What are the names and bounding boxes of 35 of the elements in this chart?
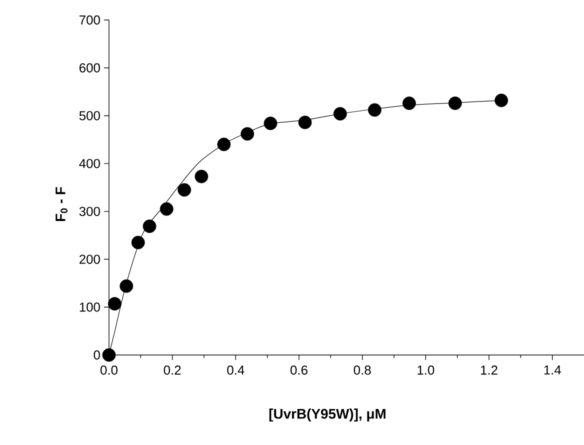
- point: [402, 96, 416, 110]
- x-axis-title: [UvrB(Y95W)], μM: [269, 408, 386, 422]
- point: [120, 279, 134, 293]
- point: [160, 202, 174, 216]
- x-tick-label: 0.0: [100, 366, 118, 375]
- x-tick-label: 0.4: [227, 366, 244, 375]
- y-tick-label: 200: [80, 254, 100, 264]
- y-tick-label: 400: [79, 158, 100, 168]
- point: [142, 220, 156, 233]
- x-tick-label: 1.4: [544, 366, 561, 374]
- point: [178, 183, 192, 197]
- y-tick-label: 0: [94, 350, 100, 360]
- y-tick-label: 700: [80, 15, 100, 25]
- point: [368, 103, 382, 117]
- point: [333, 107, 347, 120]
- x-tick-label: 1.2: [480, 366, 498, 375]
- point: [494, 94, 508, 108]
- point: [240, 127, 254, 141]
- point: [108, 297, 122, 310]
- point: [298, 116, 312, 130]
- y-axis-title: F$_{0}$ - F: [56, 187, 68, 221]
- x-tick-label: 1.0: [418, 366, 434, 375]
- x-tick-label: 0.6: [290, 366, 308, 375]
- point: [131, 236, 145, 250]
- y-tick-label: 300: [79, 206, 100, 216]
- x-tick-label: 0.8: [354, 366, 371, 375]
- y-tick-label: 100: [80, 302, 100, 312]
- point: [194, 170, 208, 184]
- point: [448, 96, 462, 110]
- point: [217, 138, 231, 152]
- y-tick-label: 500: [79, 111, 100, 120]
- point: [102, 348, 116, 362]
- y-tick-label: 600: [80, 63, 100, 72]
- point: [264, 116, 278, 130]
- x-tick-label: 0.2: [164, 366, 181, 375]
